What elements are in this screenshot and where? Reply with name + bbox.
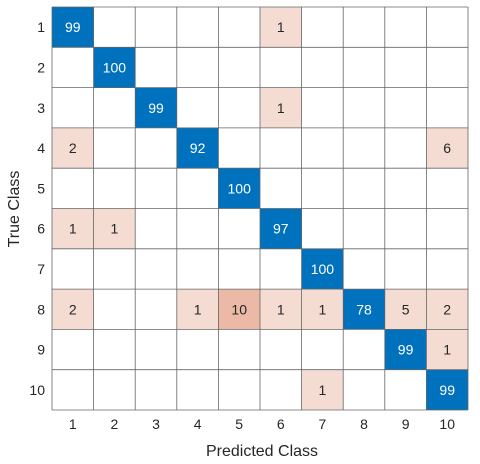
y-tick-label: 6 [37, 221, 45, 237]
matrix-cell [52, 127, 94, 169]
y-tick-label: 7 [37, 261, 45, 277]
matrix-cell [426, 127, 468, 169]
x-tick-label: 6 [277, 416, 285, 432]
matrix-cell [52, 208, 94, 249]
y-tick-label: 1 [37, 19, 45, 35]
y-tick-label: 3 [37, 100, 45, 116]
cell-value-label: 97 [273, 221, 289, 237]
matrix-cell [426, 369, 468, 410]
cell-value-label: 99 [148, 100, 164, 116]
cell-value-label: 100 [228, 180, 252, 196]
x-tick-label: 8 [360, 416, 368, 432]
matrix-cell [135, 87, 177, 128]
x-tick-label: 7 [319, 416, 327, 432]
matrix-cell [426, 289, 468, 330]
matrix-gridlines [51, 6, 469, 411]
matrix-cell [260, 208, 302, 249]
matrix-cells: 99 1 100 99 1 2 92 6 100 1 1 97 100 2 1 10 1 1 78 5 2 99 1 1 99 [52, 7, 468, 410]
matrix-cell [218, 168, 260, 209]
cell-value-label: 100 [103, 59, 127, 75]
y-tick-label: 4 [37, 140, 45, 156]
cell-value-label: 99 [439, 382, 455, 398]
cell-value-label: 99 [65, 19, 81, 35]
cell-value-label: 1 [194, 301, 202, 317]
matrix-cell [301, 289, 344, 330]
y-tick-label: 2 [37, 59, 45, 75]
matrix-cell [426, 329, 468, 370]
cell-value-label: 1 [319, 382, 327, 398]
cell-value-label: 1 [319, 301, 327, 317]
cell-value-label: 1 [277, 301, 285, 317]
matrix-cell [52, 7, 94, 48]
cell-value-label: 1 [277, 100, 285, 116]
matrix-cell [301, 248, 344, 290]
x-tick-label: 9 [402, 416, 410, 432]
y-tick-label: 5 [37, 180, 45, 196]
matrix-cell [93, 47, 136, 88]
cell-value-label: 5 [402, 301, 410, 317]
matrix-cell [260, 7, 302, 48]
cell-value-label: 1 [111, 221, 119, 237]
matrix-cell [176, 127, 219, 169]
x-tick-label: 2 [111, 416, 119, 432]
x-tick-labels: 1 2 3 4 5 6 7 8 9 10 [69, 416, 455, 432]
matrix-cell [218, 289, 260, 330]
x-tick-label: 4 [194, 416, 202, 432]
x-axis-label: Predicted Class [206, 443, 318, 460]
x-tick-label: 3 [152, 416, 160, 432]
cell-value-label: 92 [190, 140, 206, 156]
cell-value-label: 1 [69, 221, 77, 237]
matrix-cell [93, 208, 136, 249]
cell-value-label: 6 [443, 140, 451, 156]
x-tick-label: 5 [235, 416, 243, 432]
cell-value-label: 1 [443, 342, 451, 358]
cell-value-label: 2 [69, 140, 77, 156]
y-tick-label: 10 [29, 382, 45, 398]
cell-value-label: 78 [356, 301, 372, 317]
matrix-cell [260, 289, 302, 330]
y-tick-label: 9 [37, 342, 45, 358]
matrix-cell [301, 369, 344, 410]
matrix-cell [343, 289, 385, 330]
matrix-cell [384, 329, 427, 370]
y-tick-label: 8 [37, 301, 45, 317]
matrix-cell [384, 289, 427, 330]
x-tick-label: 10 [439, 416, 455, 432]
matrix-cell [260, 87, 302, 128]
cell-value-label: 10 [231, 301, 247, 317]
matrix-cell [52, 289, 94, 330]
y-tick-labels: 1 2 3 4 5 6 7 8 9 10 [29, 19, 45, 398]
cell-value-label: 1 [277, 19, 285, 35]
cell-value-label: 2 [69, 301, 77, 317]
cell-value-label: 99 [398, 342, 414, 358]
x-tick-label: 1 [69, 416, 77, 432]
cell-value-label: 2 [443, 301, 451, 317]
y-axis-label: True Class [6, 171, 23, 248]
cell-value-label: 100 [311, 261, 335, 277]
matrix-cell [176, 289, 219, 330]
